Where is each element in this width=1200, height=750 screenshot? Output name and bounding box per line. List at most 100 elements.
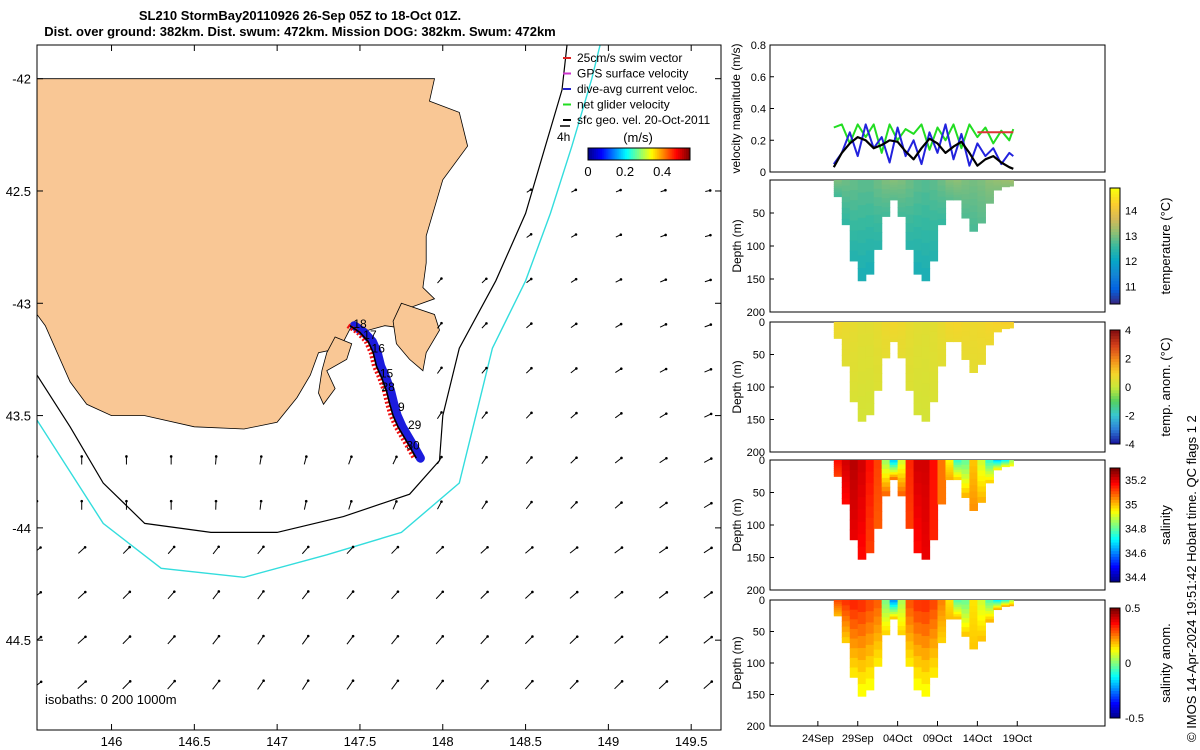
colorbar-cell <box>677 148 681 160</box>
geo-velocity-arrowhead <box>530 500 533 504</box>
section-cell <box>881 491 891 497</box>
geo-velocity-arrow <box>122 591 131 600</box>
section-cell <box>921 648 931 661</box>
section-cell <box>977 206 986 213</box>
section-cell <box>841 631 851 638</box>
section-cell <box>897 612 907 618</box>
colorbar-cell <box>681 148 685 160</box>
section-cell <box>953 460 963 464</box>
section-cell <box>873 322 883 332</box>
section-cell <box>993 464 1002 467</box>
section-cell <box>857 624 867 637</box>
section-cell <box>921 546 931 560</box>
section-cell <box>881 193 891 199</box>
section-cell <box>857 648 867 661</box>
section-colorbar-tick-label: 4 <box>1125 325 1131 337</box>
section-cell <box>873 624 883 634</box>
section-cell <box>961 631 971 637</box>
section-cell <box>1009 465 1014 467</box>
section-cell <box>897 353 907 359</box>
section-cell <box>905 608 915 618</box>
section-cell <box>969 180 978 187</box>
section-colorbar-cell <box>1110 272 1120 276</box>
section-cell <box>937 343 947 351</box>
colorbar-cell <box>606 148 609 160</box>
section-cell <box>849 460 859 471</box>
geo-velocity-arrow <box>703 636 713 644</box>
section-cell <box>889 182 899 186</box>
section-cell <box>945 336 955 340</box>
colorbar-cell <box>669 148 673 160</box>
colorbar-cell <box>604 148 607 160</box>
geo-velocity-arrowhead <box>128 590 132 594</box>
geo-velocity-arrow <box>614 636 623 644</box>
section-cell <box>985 616 994 620</box>
section-cell <box>961 600 971 606</box>
section-cell <box>945 329 955 333</box>
geo-velocity-arrowhead <box>214 455 218 458</box>
section-cell <box>889 474 899 478</box>
section-cell <box>857 684 867 697</box>
geo-velocity-arrowhead <box>306 634 310 638</box>
section-cell <box>969 211 978 219</box>
section-cell <box>929 519 939 531</box>
section-cell <box>977 491 986 498</box>
section-cell <box>977 635 986 642</box>
section-cell <box>921 205 931 219</box>
section-cell <box>937 492 947 499</box>
geo-velocity-arrowhead <box>485 277 488 281</box>
section-cell <box>881 625 891 631</box>
section-cell <box>977 322 986 328</box>
section-cell <box>873 468 883 478</box>
section-cell <box>833 474 843 477</box>
section-cell <box>897 322 907 328</box>
section-cell <box>961 340 971 346</box>
geo-velocity-arrowhead <box>441 590 445 594</box>
section-cell <box>977 496 986 503</box>
section-cell <box>833 470 843 473</box>
section-cell <box>921 396 931 410</box>
section-colorbar-cell <box>1110 401 1120 405</box>
section-cell <box>857 322 867 335</box>
geo-velocity-arrowhead <box>620 412 623 415</box>
map-x-tick-label: 146 <box>101 734 123 749</box>
geo-velocity-arrow <box>525 501 532 510</box>
section-cell <box>897 473 907 479</box>
section-cell <box>849 619 859 630</box>
section-colorbar-cell <box>1110 573 1120 577</box>
geo-velocity-arrow <box>437 501 442 510</box>
section-cell <box>977 217 986 224</box>
section-colorbar-cell <box>1110 619 1120 623</box>
section-cell <box>969 630 978 638</box>
geo-velocity-arrowhead <box>665 635 669 639</box>
section-cell <box>841 213 851 220</box>
geo-velocity-arrowhead <box>485 366 488 370</box>
section-cell <box>985 471 994 475</box>
section-cell <box>897 625 907 631</box>
geo-velocity-arrowhead <box>262 545 265 549</box>
section-cell <box>969 478 978 486</box>
geo-velocity-arrowhead <box>441 635 445 638</box>
section-cell <box>881 630 891 636</box>
section-colorbar-tick-label: 11 <box>1125 281 1136 293</box>
section-cell <box>1001 464 1010 467</box>
colorbar-frame <box>587 147 691 161</box>
section-cell <box>865 180 875 193</box>
section-cell <box>945 611 955 615</box>
map-y-tick-label: 42.5 <box>6 184 31 199</box>
section-cell <box>849 210 859 222</box>
section-y-axis-label: Depth (m) <box>730 219 744 272</box>
section-cell <box>921 230 931 244</box>
geo-velocity-arrow <box>569 547 578 554</box>
geo-velocity-arrowhead <box>574 322 578 326</box>
geo-velocity-arrowhead <box>620 501 623 504</box>
geo-velocity-arrowhead <box>664 188 667 192</box>
section-cell <box>993 184 1002 187</box>
map-axes-frame <box>36 44 722 731</box>
section-y-tick-label: 0 <box>759 317 765 329</box>
section-colorbar-cell <box>1110 559 1120 563</box>
section-cell <box>961 492 971 498</box>
section-cell <box>921 242 931 257</box>
section-cell <box>1001 465 1010 468</box>
